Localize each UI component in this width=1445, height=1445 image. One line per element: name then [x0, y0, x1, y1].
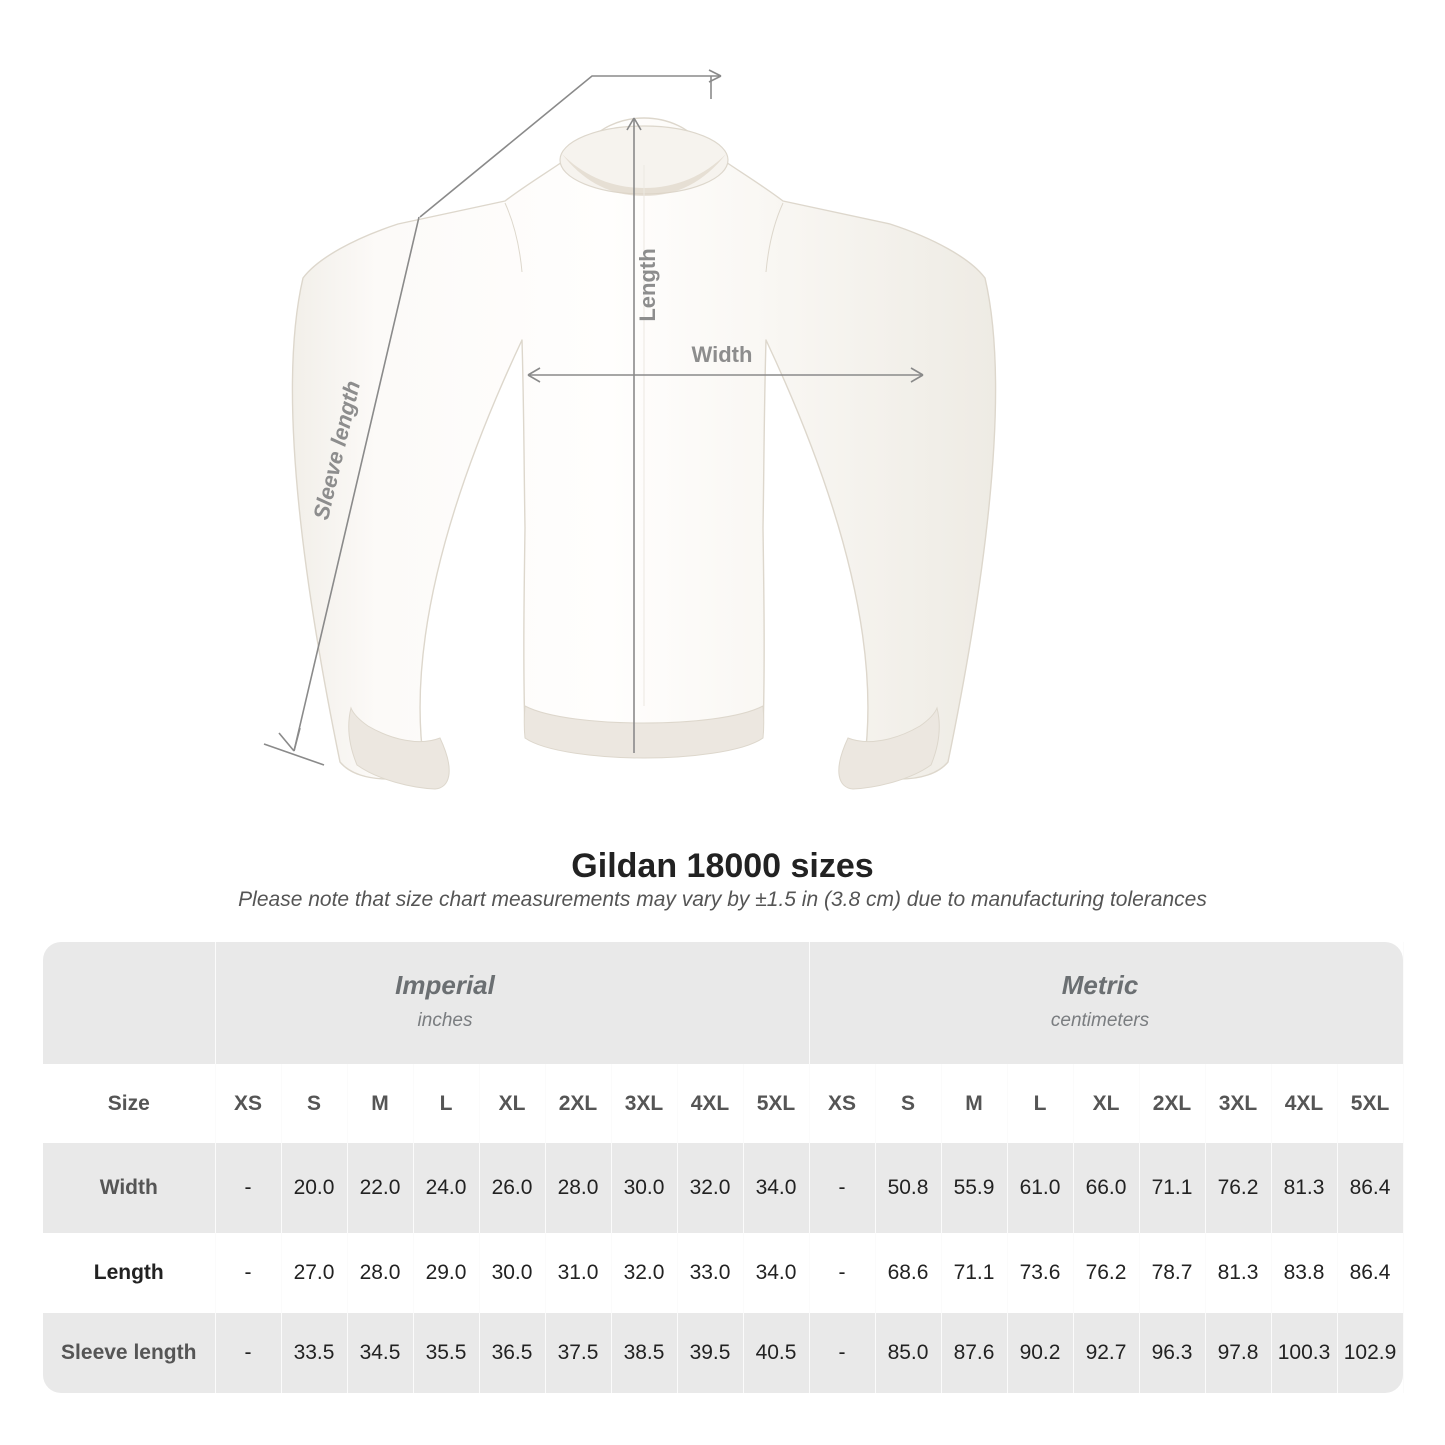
svg-text:Width: Width — [692, 342, 753, 367]
svg-text:Length: Length — [635, 248, 660, 321]
